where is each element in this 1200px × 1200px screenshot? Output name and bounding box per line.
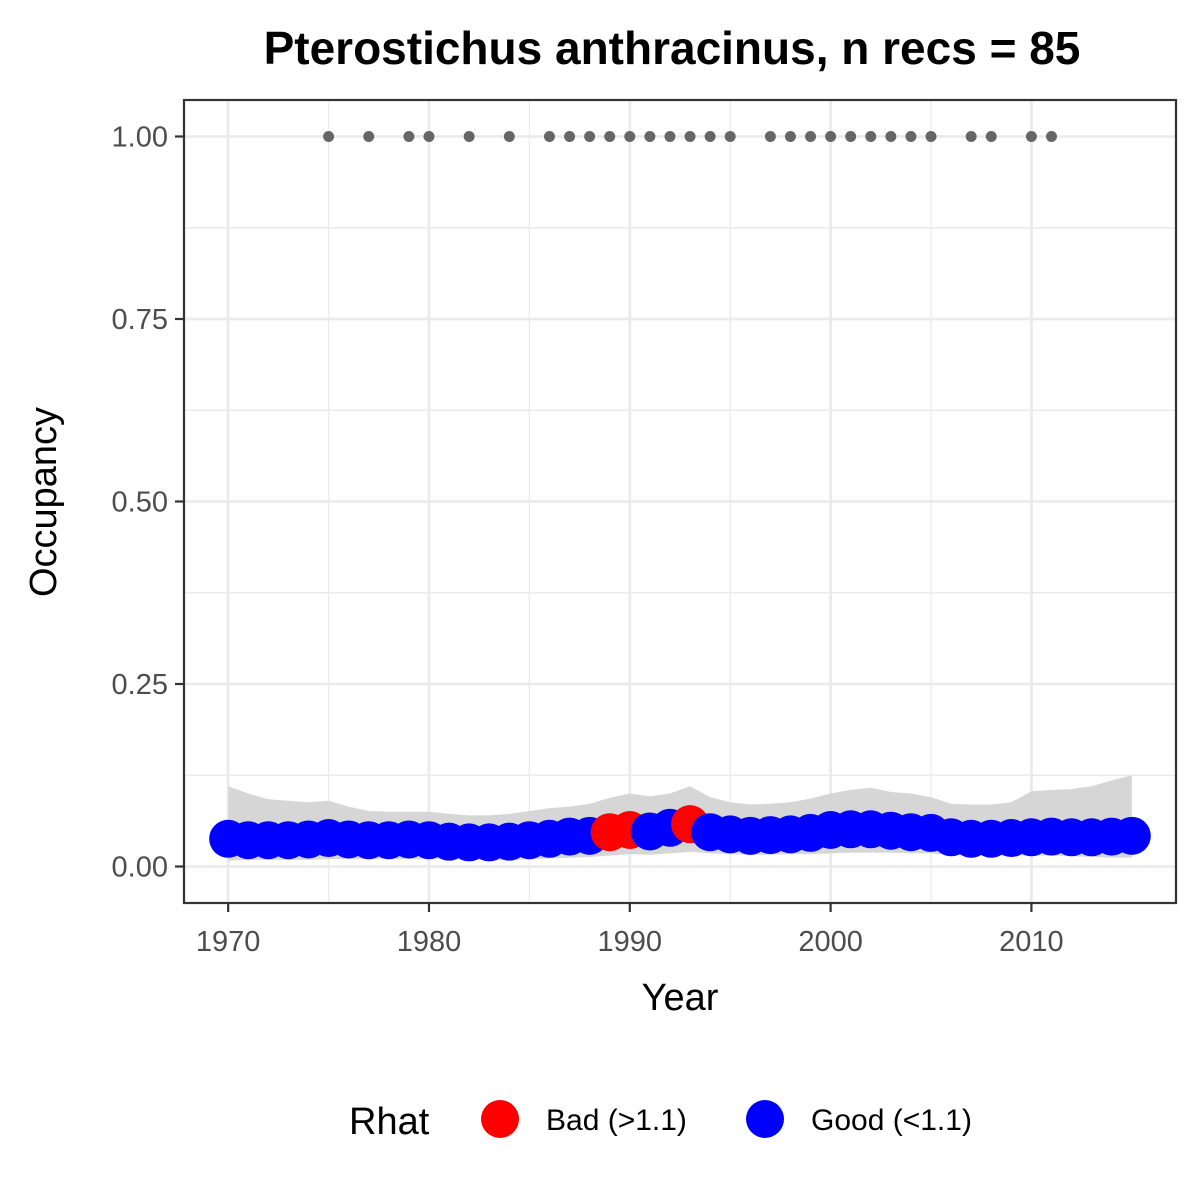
record-point [825, 131, 837, 142]
record-point [604, 131, 616, 142]
record-point [704, 131, 716, 142]
x-tick-label: 1970 [196, 926, 261, 958]
x-tick-label: 2000 [798, 926, 863, 958]
occupancy-point [1112, 816, 1151, 855]
record-point [965, 131, 977, 142]
occupancy-points-layer [209, 805, 1151, 862]
y-tick-label: 0.00 [112, 852, 168, 884]
record-point [543, 131, 555, 142]
record-point [503, 131, 515, 142]
y-tick-label: 1.00 [112, 122, 168, 154]
record-point [624, 131, 636, 142]
y-tick-label: 0.50 [112, 487, 168, 519]
record-point [463, 131, 475, 142]
y-axis: 0.00 0.25 0.50 0.75 1.00 [112, 122, 184, 884]
x-tick-label: 2010 [999, 926, 1064, 958]
record-point [784, 131, 796, 142]
record-point [885, 131, 897, 142]
record-point [724, 131, 736, 142]
legend-key-good [746, 1100, 784, 1138]
y-axis-title: Occupancy [23, 407, 65, 597]
x-axis-title: Year [642, 977, 719, 1019]
legend-key-bad [481, 1100, 519, 1138]
record-point [985, 131, 997, 142]
x-tick-label: 1990 [598, 926, 663, 958]
chart-title: Pterostichus anthracinus, n recs = 85 [264, 22, 1081, 74]
x-axis: 1970 1980 1990 2000 2010 [196, 903, 1064, 958]
record-point [423, 131, 435, 142]
record-point [905, 131, 917, 142]
record-point [684, 131, 696, 142]
y-tick-label: 0.25 [112, 669, 168, 701]
record-point [764, 131, 776, 142]
record-point [403, 131, 415, 142]
record-point [845, 131, 857, 142]
record-point [363, 131, 375, 142]
legend-title: Rhat [349, 1101, 430, 1143]
record-point [644, 131, 656, 142]
grid-major [184, 100, 1176, 903]
record-point [564, 131, 576, 142]
record-point [805, 131, 817, 142]
record-point [925, 131, 937, 142]
record-point [1025, 131, 1037, 142]
legend: Rhat Bad (>1.1) Good (<1.1) [349, 1100, 972, 1143]
record-point [865, 131, 877, 142]
y-tick-label: 0.75 [112, 304, 168, 336]
record-point [323, 131, 335, 142]
record-point [1045, 131, 1057, 142]
legend-label-bad: Bad (>1.1) [546, 1104, 687, 1137]
records-layer [323, 131, 1057, 142]
record-point [584, 131, 596, 142]
x-tick-label: 1980 [397, 926, 462, 958]
record-point [664, 131, 676, 142]
legend-label-good: Good (<1.1) [811, 1104, 972, 1137]
